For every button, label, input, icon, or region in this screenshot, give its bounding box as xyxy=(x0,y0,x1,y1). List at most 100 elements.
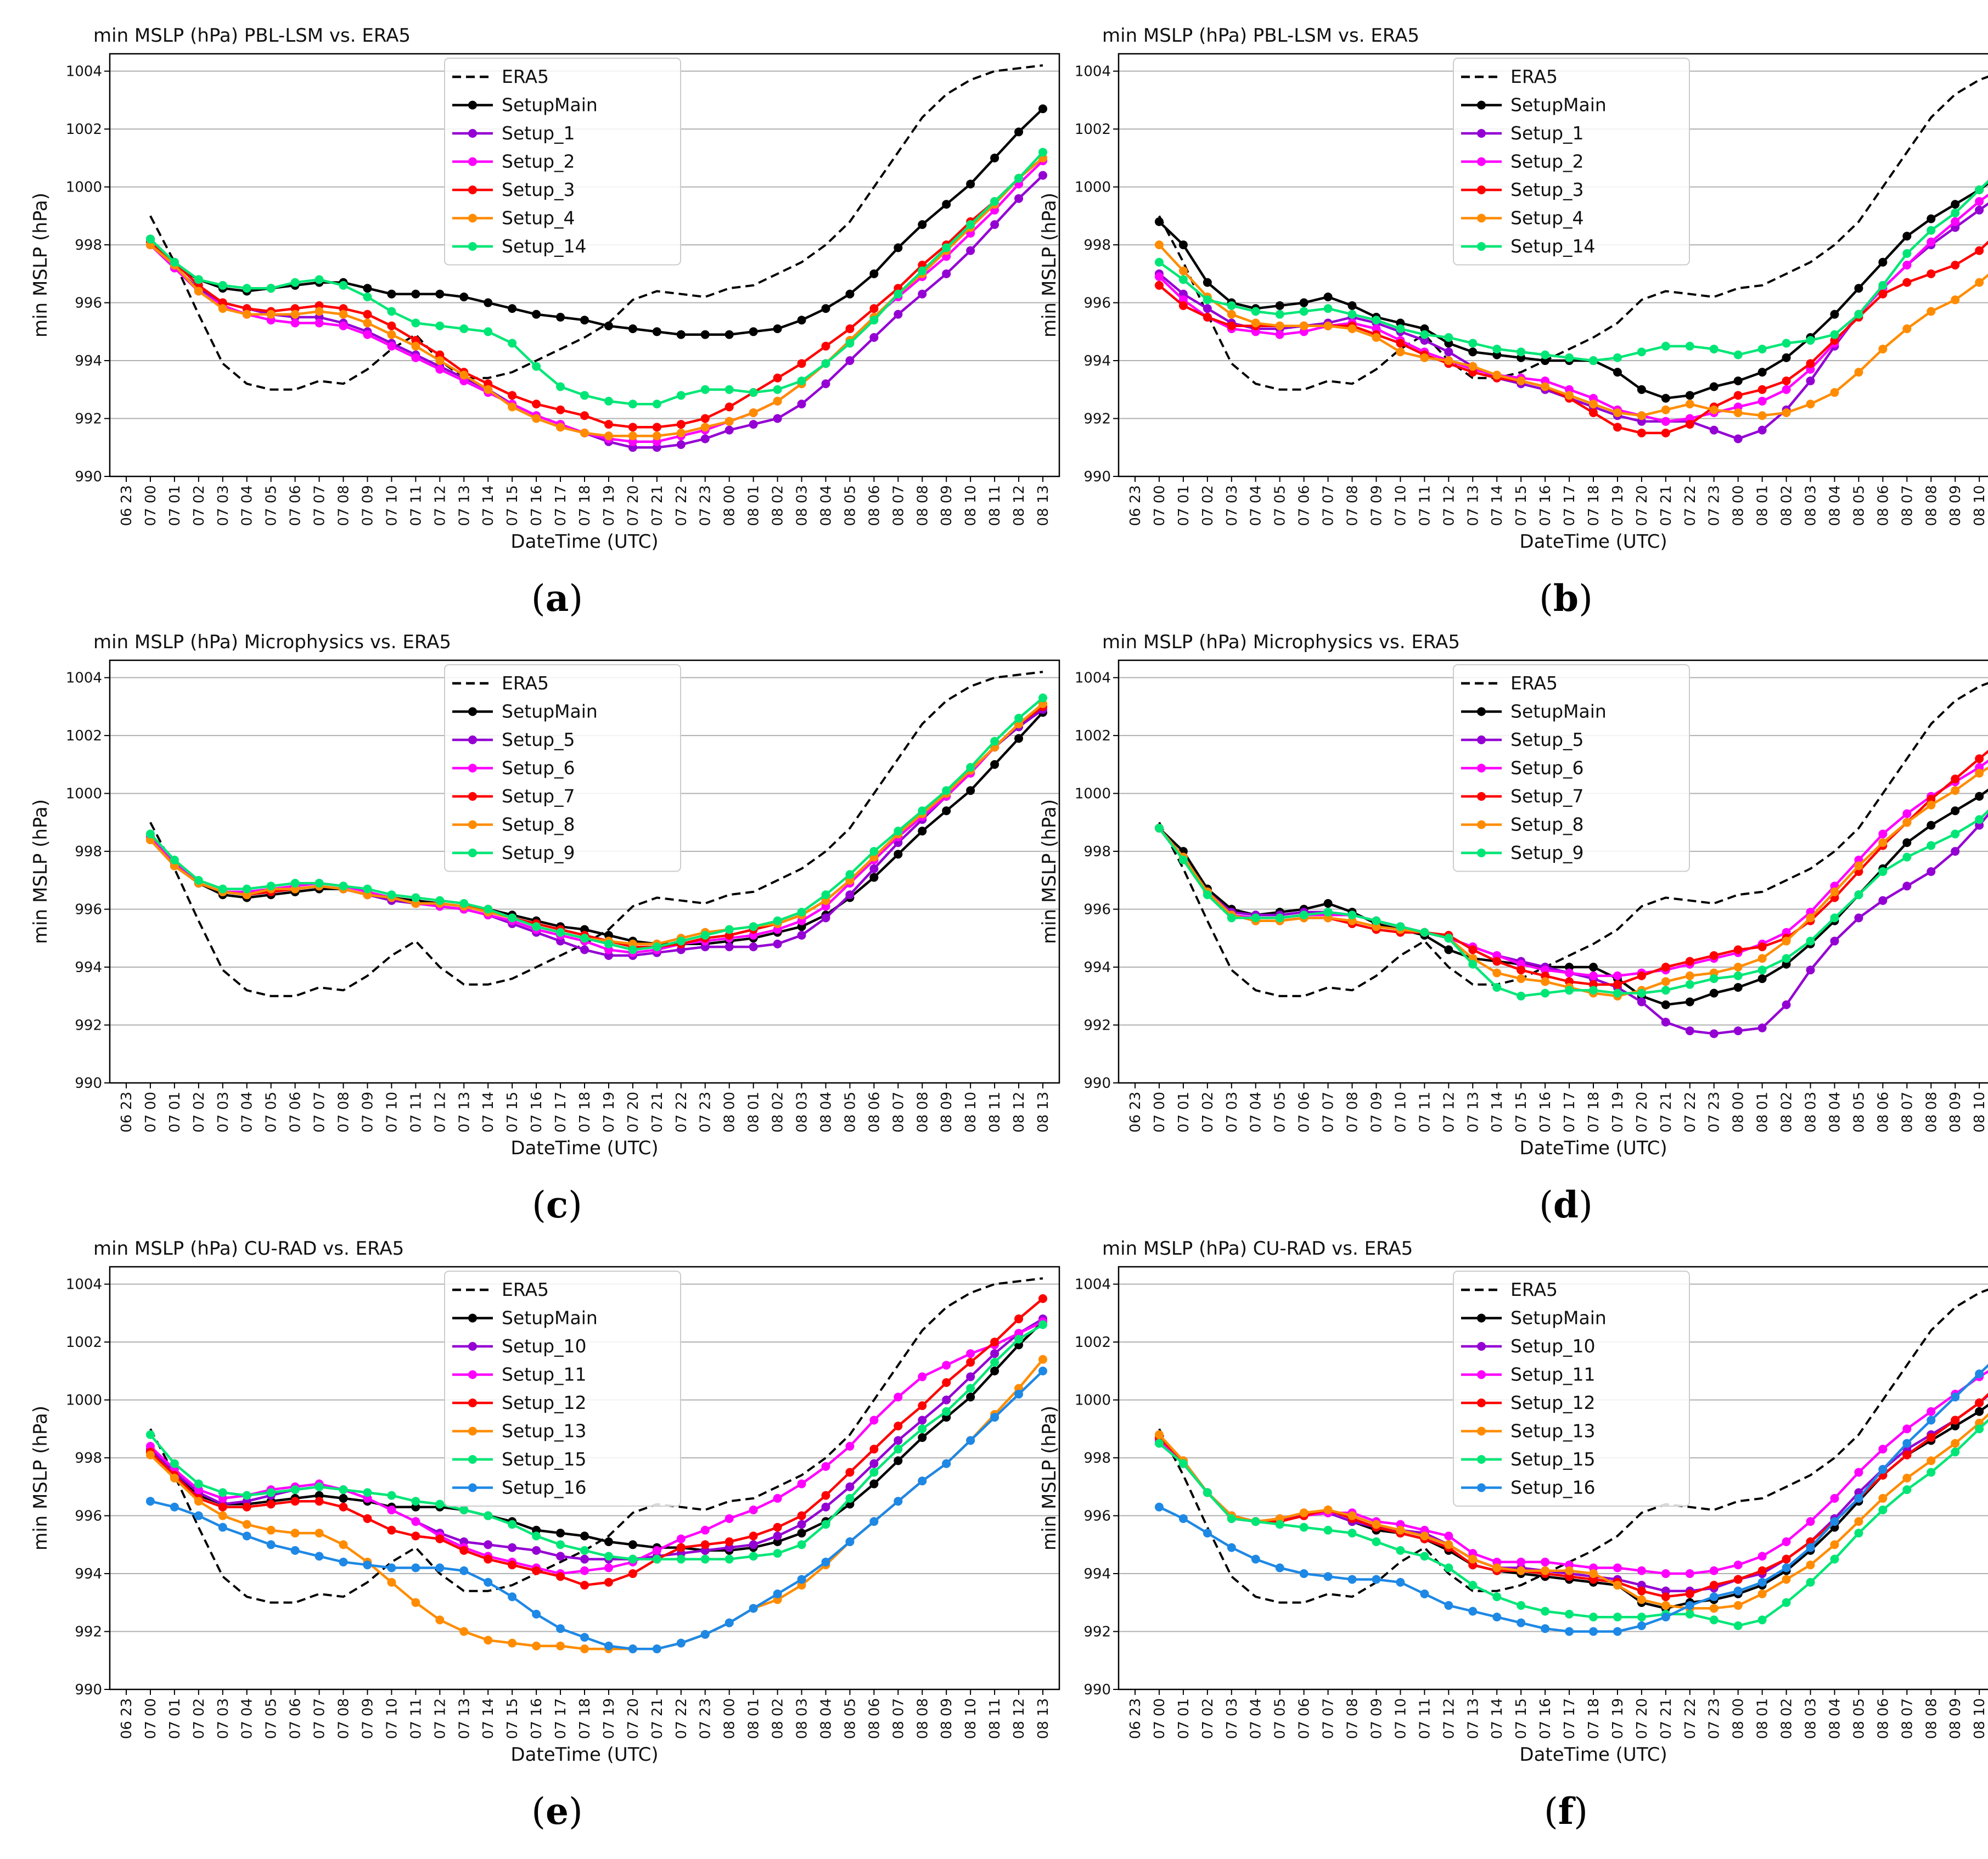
legend-marker xyxy=(1477,735,1486,744)
data-point xyxy=(869,304,879,313)
y-tick-label: 996 xyxy=(75,295,102,312)
data-point xyxy=(990,760,999,769)
data-point xyxy=(532,400,541,409)
data-point xyxy=(894,1456,903,1465)
data-point xyxy=(532,1566,541,1575)
legend-entry: Setup_15 xyxy=(1510,1448,1596,1470)
legend-entry: SetupMain xyxy=(502,1307,598,1329)
data-point xyxy=(387,1577,396,1587)
data-point xyxy=(532,1641,541,1650)
data-point xyxy=(725,1554,734,1564)
data-point xyxy=(290,1546,300,1555)
x-tick-label: 08 00 xyxy=(1731,1698,1747,1739)
y-tick-label: 1004 xyxy=(1075,1277,1111,1293)
data-point xyxy=(628,400,637,409)
data-point xyxy=(1733,945,1743,954)
data-point xyxy=(1468,945,1478,954)
data-point xyxy=(1372,333,1381,342)
data-point xyxy=(725,417,734,426)
data-point xyxy=(749,1604,758,1613)
x-tick-label: 07 08 xyxy=(336,1698,352,1739)
data-point xyxy=(1203,312,1212,322)
data-point xyxy=(894,1422,903,1431)
data-point xyxy=(363,330,372,339)
x-tick-label: 07 19 xyxy=(1610,1092,1626,1132)
data-point xyxy=(749,942,758,952)
legend-marker xyxy=(468,129,477,138)
data-point xyxy=(1927,214,1936,223)
data-point xyxy=(1757,396,1767,406)
data-point xyxy=(411,1497,420,1506)
data-point xyxy=(556,1641,565,1650)
data-point xyxy=(1927,1433,1936,1442)
data-point xyxy=(1014,714,1024,723)
data-point xyxy=(1830,936,1839,946)
data-point xyxy=(459,1566,469,1575)
x-tick-label: 08 10 xyxy=(1972,1698,1988,1739)
x-tick-label: 07 04 xyxy=(239,485,256,526)
data-point xyxy=(508,1592,517,1602)
x-tick-label: 07 09 xyxy=(1368,1092,1385,1132)
panel-caption: (c) xyxy=(532,1183,582,1226)
data-point xyxy=(242,1531,251,1541)
data-point xyxy=(484,1636,493,1645)
data-point xyxy=(869,864,879,873)
x-tick-label: 08 02 xyxy=(1779,1698,1795,1739)
x-tick-label: 08 04 xyxy=(1827,1698,1843,1739)
data-point xyxy=(1565,1566,1574,1575)
x-tick-label: 07 06 xyxy=(288,485,304,526)
x-tick-label: 07 05 xyxy=(1272,1092,1289,1132)
x-tick-label: 07 01 xyxy=(167,1092,183,1132)
data-point xyxy=(1589,400,1598,409)
data-point xyxy=(1975,1398,1984,1407)
data-point xyxy=(942,1407,951,1416)
legend-entry: Setup_12 xyxy=(502,1392,587,1413)
x-tick-label: 07 09 xyxy=(1368,1698,1385,1739)
data-point xyxy=(580,1546,589,1555)
data-point xyxy=(869,1468,879,1477)
data-point xyxy=(339,1485,348,1495)
y-tick-label: 990 xyxy=(1083,1682,1111,1698)
data-point xyxy=(1902,1424,1912,1434)
data-point xyxy=(1178,855,1188,864)
data-point xyxy=(1637,347,1646,357)
data-point xyxy=(1517,347,1526,357)
data-point xyxy=(990,196,999,206)
data-point xyxy=(1902,261,1912,269)
plot-frame xyxy=(1117,659,1988,1084)
x-tick-label: 08 05 xyxy=(1851,485,1867,526)
panel-caption: (d) xyxy=(1539,1183,1593,1226)
data-point xyxy=(363,284,372,293)
y-tick-label: 994 xyxy=(1083,353,1111,369)
x-tick-label: 07 06 xyxy=(1296,1698,1313,1739)
data-point xyxy=(435,1615,445,1625)
data-point xyxy=(966,1384,975,1393)
legend-entry: ERA5 xyxy=(1510,672,1558,694)
data-point xyxy=(894,850,903,859)
data-point xyxy=(700,1630,710,1639)
data-point xyxy=(869,1445,879,1454)
data-point xyxy=(1038,171,1047,180)
data-point xyxy=(1565,1609,1574,1619)
x-tick-label: 07 01 xyxy=(1176,485,1192,526)
data-point xyxy=(194,1511,203,1520)
data-point xyxy=(1661,394,1670,403)
data-point xyxy=(532,362,541,371)
y-tick-label: 992 xyxy=(75,1018,102,1034)
x-axis-label: DateTime (UTC) xyxy=(1519,531,1667,553)
x-tick-label: 07 15 xyxy=(1513,1698,1530,1739)
data-point xyxy=(1975,1424,1984,1434)
chart-panel-e: min MSLP (hPa) CU-RAD vs. ERA5 990 992 994 9… xyxy=(30,1238,1060,1833)
legend-box xyxy=(1453,664,1690,872)
legend-entry: Setup_11 xyxy=(502,1364,587,1385)
data-point xyxy=(387,289,396,299)
data-point xyxy=(1782,954,1791,963)
x-tick-label: 07 11 xyxy=(1417,1092,1433,1132)
x-tick-label: 08 02 xyxy=(1779,1092,1795,1132)
x-tick-label: 07 00 xyxy=(1152,1698,1168,1739)
data-point xyxy=(411,1531,420,1541)
legend-entry: Setup_10 xyxy=(502,1335,587,1357)
x-tick-label: 07 15 xyxy=(504,485,521,526)
data-point xyxy=(1372,1575,1381,1584)
data-point xyxy=(1154,240,1164,250)
